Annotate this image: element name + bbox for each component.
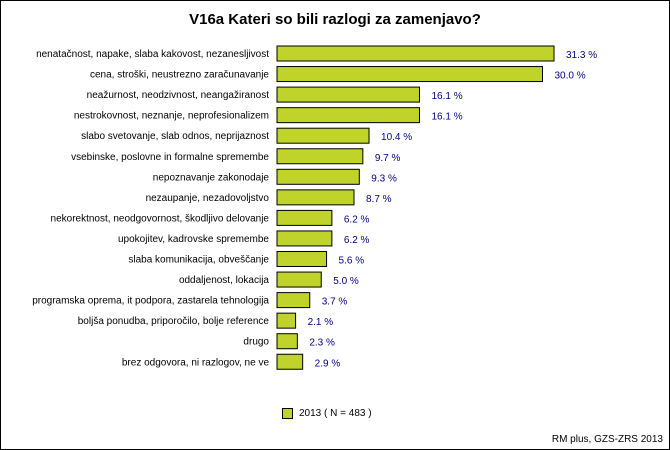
bar (276, 189, 355, 206)
category-label: nekorektnost, neodgovornost, škodljivo d… (51, 213, 270, 224)
value-label: 8.7 % (366, 194, 392, 205)
bar (276, 168, 360, 185)
category-label: nezaupanje, nezadovoljstvo (146, 193, 270, 204)
category-label: boljša ponudba, priporočilo, bolje refer… (78, 316, 270, 327)
value-label: 9.3 % (371, 173, 397, 184)
value-label: 31.3 % (566, 50, 597, 61)
category-label: drugo (243, 337, 269, 348)
value-label: 9.7 % (375, 153, 401, 164)
value-label: 2.9 % (315, 358, 341, 369)
bar (276, 107, 420, 124)
bar (276, 86, 420, 103)
category-label: oddaljenost, lokacija (179, 275, 269, 286)
bar (276, 148, 364, 165)
bar (276, 271, 322, 288)
value-label: 16.1 % (431, 112, 462, 123)
category-label: nenatačnost, napake, slaba kakovost, nez… (36, 49, 269, 60)
category-label: nestrokovnost, neznanje, neprofesionaliz… (74, 111, 269, 122)
category-label: upokojitev, kadrovske spremembe (118, 234, 269, 245)
value-label: 5.0 % (333, 276, 359, 287)
bar (276, 230, 333, 247)
bar (276, 292, 311, 309)
category-label: neažurnost, neodzivnost, neangažiranost (87, 90, 270, 101)
bar (276, 209, 333, 226)
bar (276, 251, 328, 267)
value-label: 16.1 % (431, 91, 462, 102)
bar (276, 66, 543, 83)
value-label: 5.6 % (339, 256, 365, 267)
value-label: 30.0 % (554, 71, 585, 82)
value-label: 3.7 % (322, 297, 348, 308)
bar (276, 353, 304, 370)
legend: 2013 ( N = 483 ) (282, 406, 372, 420)
bar (276, 312, 297, 329)
category-label: brez odgovora, ni razlogov, ne ve (122, 357, 270, 368)
value-label: 6.2 % (344, 235, 370, 246)
value-label: 2.1 % (308, 317, 334, 328)
legend-label: 2013 ( N = 483 ) (299, 407, 372, 419)
value-label: 6.2 % (344, 214, 370, 225)
category-label: cena, stroški, neustrezno zaračunavanje (90, 70, 269, 81)
bar (276, 45, 555, 62)
value-label: 10.4 % (381, 132, 412, 143)
legend-swatch (282, 407, 293, 419)
category-label: slaba komunikacija, obveščanje (128, 255, 269, 266)
chart-title: V16a Kateri so bili razlogi za zamenjavo… (189, 11, 481, 28)
source-note: RM plus, GZS-ZRS 2013 (551, 434, 663, 445)
bar (276, 333, 298, 350)
category-label: nepoznavanje zakonodaje (153, 172, 270, 183)
value-label: 2.3 % (309, 338, 335, 349)
category-label: slabo svetovanje, slab odnos, neprijazno… (81, 131, 269, 142)
bar (276, 127, 370, 144)
category-label: vsebinske, poslovne in formalne sprememb… (71, 152, 269, 163)
category-label: programska oprema, it podpora, zastarela… (32, 296, 269, 307)
